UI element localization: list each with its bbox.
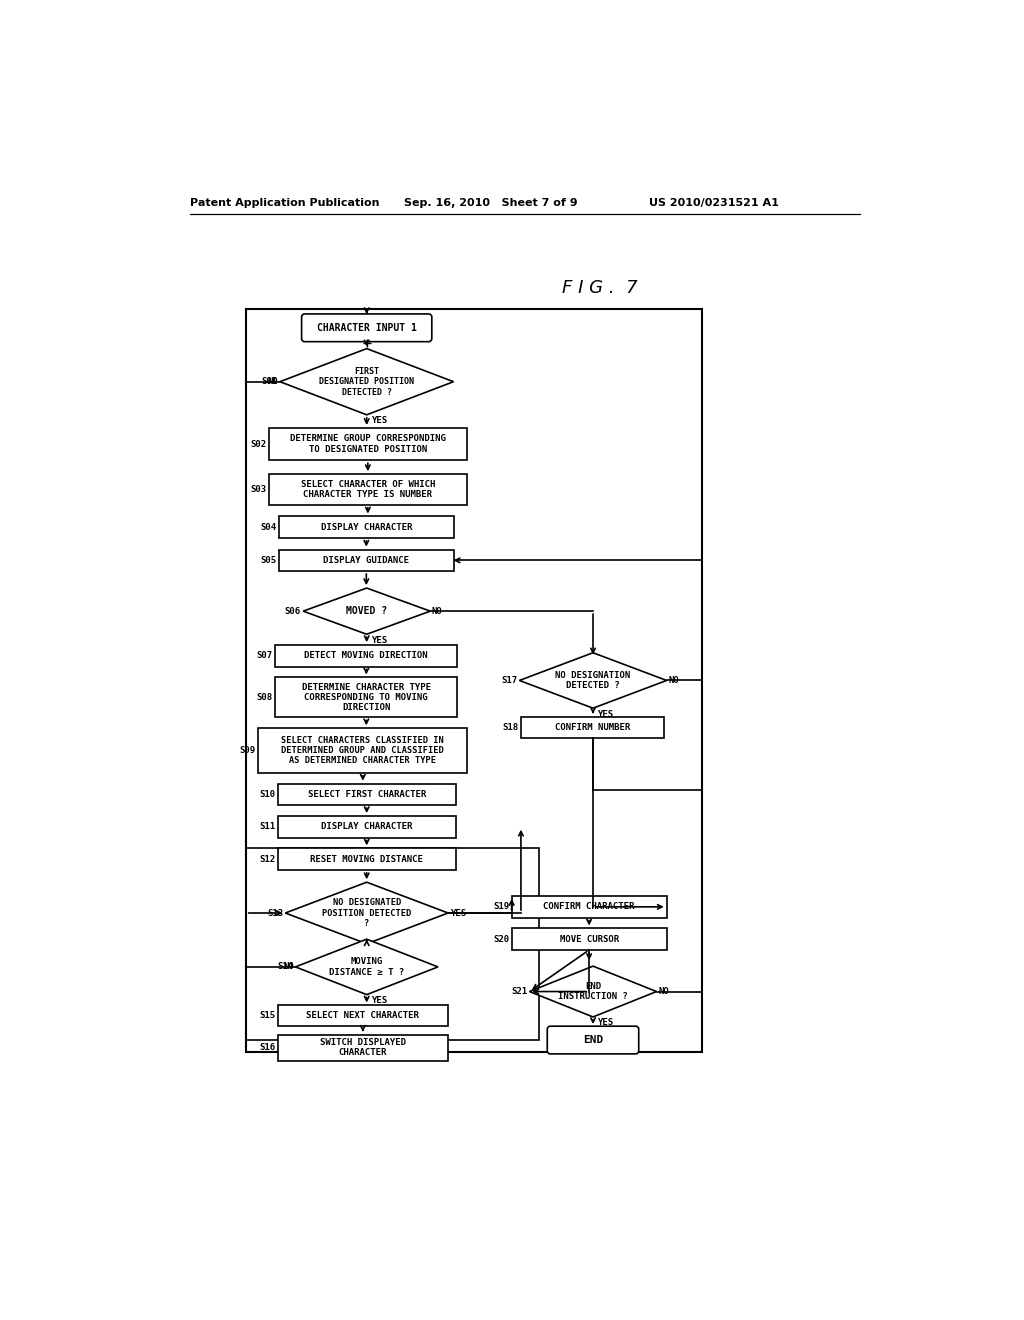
- Text: S12: S12: [259, 854, 275, 863]
- Text: SELECT CHARACTERS CLASSIFIED IN
DETERMINED GROUP AND CLASSIFIED
AS DETERMINED CH: SELECT CHARACTERS CLASSIFIED IN DETERMIN…: [282, 735, 444, 766]
- Text: NO: NO: [669, 676, 679, 685]
- Text: YES: YES: [371, 636, 387, 644]
- Text: YES: YES: [371, 416, 387, 425]
- Polygon shape: [286, 882, 449, 944]
- Text: YES: YES: [597, 710, 613, 718]
- Bar: [278, 1035, 449, 1061]
- Text: CONFIRM CHARACTER: CONFIRM CHARACTER: [544, 903, 635, 911]
- Text: RESET MOVING DISTANCE: RESET MOVING DISTANCE: [310, 854, 423, 863]
- Text: S03: S03: [251, 484, 266, 494]
- Text: S19: S19: [494, 903, 509, 911]
- Bar: [278, 1006, 449, 1026]
- Bar: [512, 928, 667, 950]
- Text: SELECT NEXT CHARACTER: SELECT NEXT CHARACTER: [306, 1011, 419, 1020]
- Bar: [246, 849, 539, 1040]
- Text: YES: YES: [371, 997, 387, 1005]
- Bar: [258, 729, 467, 774]
- Text: NO: NO: [658, 987, 669, 997]
- Text: SELECT FIRST CHARACTER: SELECT FIRST CHARACTER: [307, 789, 426, 799]
- Bar: [278, 849, 456, 870]
- Text: NO: NO: [267, 378, 279, 387]
- Text: NO DESIGNATED
POSITION DETECTED
?: NO DESIGNATED POSITION DETECTED ?: [323, 898, 412, 928]
- Text: S02: S02: [251, 440, 266, 449]
- Polygon shape: [529, 966, 656, 1016]
- Text: NO: NO: [283, 962, 294, 972]
- Text: SELECT CHARACTER OF WHICH
CHARACTER TYPE IS NUMBER: SELECT CHARACTER OF WHICH CHARACTER TYPE…: [301, 479, 435, 499]
- Bar: [280, 549, 454, 572]
- Text: FIRST
DESIGNATED POSITION
DETECTED ?: FIRST DESIGNATED POSITION DETECTED ?: [319, 367, 414, 396]
- Text: Patent Application Publication: Patent Application Publication: [190, 198, 380, 209]
- Bar: [512, 896, 667, 917]
- FancyBboxPatch shape: [547, 1026, 639, 1053]
- Text: NO: NO: [432, 607, 442, 615]
- Text: END
INSTRUCTION ?: END INSTRUCTION ?: [558, 982, 628, 1002]
- Text: DISPLAY GUIDANCE: DISPLAY GUIDANCE: [324, 556, 410, 565]
- Text: MOVE CURSOR: MOVE CURSOR: [559, 935, 618, 944]
- Text: S06: S06: [285, 607, 301, 615]
- FancyBboxPatch shape: [302, 314, 432, 342]
- Text: S15: S15: [259, 1011, 275, 1020]
- Text: CONFIRM NUMBER: CONFIRM NUMBER: [555, 723, 630, 731]
- Text: MOVED ?: MOVED ?: [346, 606, 387, 616]
- Text: S13: S13: [267, 908, 283, 917]
- Text: S09: S09: [240, 746, 256, 755]
- Text: DISPLAY CHARACTER: DISPLAY CHARACTER: [321, 523, 412, 532]
- Text: CHARACTER INPUT 1: CHARACTER INPUT 1: [316, 323, 417, 333]
- Text: S14: S14: [276, 962, 293, 972]
- Bar: [280, 516, 454, 539]
- Text: DETERMINE CHARACTER TYPE
CORRESPONDING TO MOVING
DIRECTION: DETERMINE CHARACTER TYPE CORRESPONDING T…: [302, 682, 431, 713]
- Text: US 2010/0231521 A1: US 2010/0231521 A1: [649, 198, 778, 209]
- Text: S07: S07: [257, 651, 273, 660]
- Text: F I G .  7: F I G . 7: [562, 279, 638, 297]
- Bar: [269, 428, 467, 461]
- Text: S17: S17: [501, 676, 517, 685]
- Text: DETERMINE GROUP CORRESPONDING
TO DESIGNATED POSITION: DETERMINE GROUP CORRESPONDING TO DESIGNA…: [290, 434, 445, 454]
- Text: S10: S10: [259, 789, 275, 799]
- Polygon shape: [303, 589, 430, 635]
- Text: MOVING
DISTANCE ≥ T ?: MOVING DISTANCE ≥ T ?: [329, 957, 404, 977]
- Text: YES: YES: [450, 908, 466, 917]
- Bar: [278, 784, 456, 805]
- Text: DETECT MOVING DIRECTION: DETECT MOVING DIRECTION: [304, 651, 428, 660]
- Text: S01: S01: [261, 378, 278, 387]
- Bar: [521, 717, 665, 738]
- Text: S18: S18: [503, 723, 518, 731]
- Text: NO DESIGNATION
DETECTED ?: NO DESIGNATION DETECTED ?: [555, 671, 631, 690]
- Text: END: END: [583, 1035, 603, 1045]
- Polygon shape: [295, 940, 438, 995]
- Text: SWITCH DISPLAYED
CHARACTER: SWITCH DISPLAYED CHARACTER: [319, 1038, 406, 1057]
- Bar: [275, 677, 458, 718]
- Text: S04: S04: [261, 523, 276, 532]
- Text: S21: S21: [511, 987, 527, 997]
- Polygon shape: [519, 653, 667, 708]
- Text: S05: S05: [261, 556, 276, 565]
- Text: S08: S08: [257, 693, 273, 702]
- Bar: [246, 309, 701, 1052]
- Text: YES: YES: [597, 1019, 613, 1027]
- Bar: [278, 816, 456, 838]
- Text: Sep. 16, 2010   Sheet 7 of 9: Sep. 16, 2010 Sheet 7 of 9: [403, 198, 578, 209]
- Text: DISPLAY CHARACTER: DISPLAY CHARACTER: [321, 822, 413, 832]
- Polygon shape: [280, 348, 454, 414]
- Text: S16: S16: [259, 1043, 275, 1052]
- Text: S20: S20: [494, 935, 509, 944]
- Bar: [269, 474, 467, 506]
- Text: NO: NO: [371, 945, 381, 954]
- Text: S11: S11: [259, 822, 275, 832]
- Bar: [275, 645, 458, 667]
